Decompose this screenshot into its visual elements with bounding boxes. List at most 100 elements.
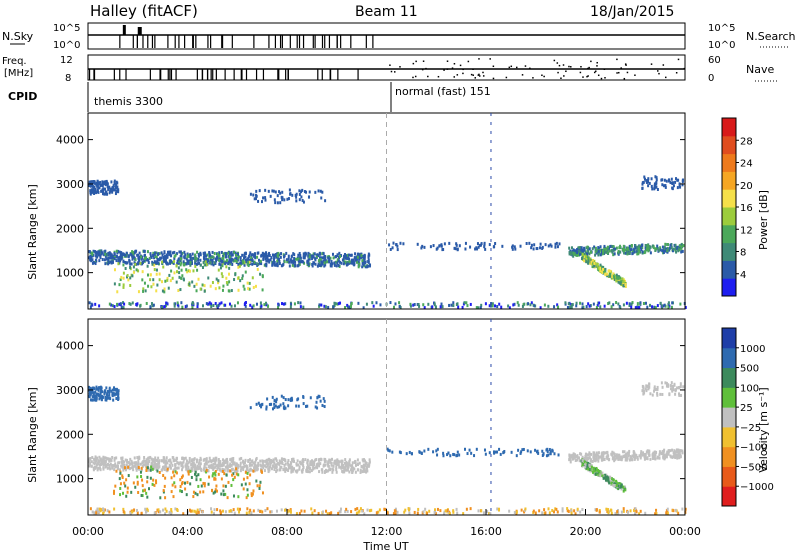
- echo-cell: [122, 466, 125, 470]
- echo-cell: [330, 463, 333, 467]
- echo-cell: [275, 470, 278, 474]
- echo-cell: [337, 302, 340, 306]
- echo-cell: [643, 457, 646, 461]
- echo-cell: [667, 384, 670, 388]
- echo-cell: [115, 456, 118, 460]
- echo-cell: [115, 249, 118, 253]
- echo-cell: [158, 461, 161, 465]
- echo-cell: [163, 290, 166, 294]
- echo-cell: [146, 250, 149, 254]
- echo-cell: [227, 251, 230, 255]
- echo-cell: [104, 459, 107, 463]
- echo-cell: [250, 463, 253, 467]
- echo-cell: [216, 508, 219, 512]
- echo-cell: [154, 251, 157, 255]
- echo-cell: [593, 472, 596, 476]
- echo-cell: [679, 185, 682, 189]
- echo-cell: [587, 461, 590, 465]
- echo-cell: [278, 405, 281, 409]
- echo-cell: [251, 469, 254, 473]
- echo-cell: [339, 254, 342, 258]
- echo-cell: [610, 477, 613, 481]
- echo-cell: [270, 510, 273, 514]
- echo-cell: [342, 470, 345, 474]
- echo-cell: [488, 304, 491, 308]
- echo-cell: [667, 452, 670, 456]
- echo-cell: [452, 509, 455, 513]
- echo-cell: [517, 448, 520, 452]
- echo-cell: [99, 180, 102, 184]
- echo-cell: [104, 465, 107, 469]
- echo-cell: [633, 457, 636, 461]
- echo-cell: [188, 282, 191, 286]
- echo-cell: [205, 466, 208, 470]
- echo-cell: [352, 258, 355, 262]
- echo-cell: [91, 251, 94, 255]
- echo-cell: [186, 259, 189, 263]
- echo-cell: [564, 301, 567, 305]
- echo-cell: [268, 260, 271, 264]
- colorbar-tick-label: 28: [740, 136, 753, 147]
- echo-cell: [228, 252, 231, 256]
- echo-cell: [98, 304, 101, 308]
- echo-cell: [276, 262, 279, 266]
- echo-cell: [633, 508, 636, 512]
- echo-cell: [106, 394, 109, 398]
- echo-cell: [572, 251, 575, 255]
- echo-cell: [663, 303, 666, 307]
- echo-cell: [645, 389, 648, 393]
- echo-cell: [164, 512, 167, 516]
- echo-cell: [170, 269, 173, 273]
- nave-dot: [389, 64, 391, 66]
- echo-cell: [672, 388, 675, 392]
- echo-cell: [95, 396, 98, 400]
- echo-cell: [108, 390, 111, 394]
- echo-cell: [98, 250, 101, 254]
- echo-cell: [93, 190, 96, 194]
- echo-cell: [624, 488, 627, 492]
- echo-cell: [251, 262, 254, 266]
- echo-cell: [612, 478, 615, 482]
- echo-cell: [530, 246, 533, 250]
- echo-cell: [113, 282, 116, 286]
- echo-cell: [169, 279, 172, 283]
- echo-cell: [591, 247, 594, 251]
- echo-cell: [220, 259, 223, 263]
- colorbar-swatch: [722, 189, 736, 208]
- echo-cell: [133, 261, 136, 265]
- echo-cell: [112, 464, 115, 468]
- echo-cell: [362, 466, 365, 470]
- echo-cell: [113, 507, 116, 511]
- echo-cell: [628, 304, 631, 308]
- echo-cell: [436, 447, 439, 451]
- echo-cell: [287, 459, 290, 463]
- echo-cell: [252, 285, 255, 289]
- echo-cell: [210, 459, 213, 463]
- echo-cell: [606, 450, 609, 454]
- echo-cell: [191, 280, 194, 284]
- echo-cell: [619, 276, 622, 280]
- echo-cell: [251, 276, 254, 280]
- echo-cell: [168, 273, 171, 277]
- echo-cell: [121, 465, 124, 469]
- echo-cell: [644, 301, 647, 305]
- echo-cell: [612, 451, 615, 455]
- echo-cell: [146, 264, 149, 268]
- echo-cell: [661, 392, 664, 396]
- echo-cell: [662, 250, 665, 254]
- echo-cell: [145, 256, 148, 260]
- echo-cell: [125, 261, 128, 265]
- echo-cell: [640, 243, 643, 247]
- echo-cell: [363, 469, 366, 473]
- echo-cell: [106, 466, 109, 470]
- echo-cell: [554, 507, 557, 511]
- echo-cell: [612, 245, 615, 249]
- echo-cell: [104, 398, 107, 402]
- echo-cell: [634, 246, 637, 250]
- echo-cell: [179, 263, 182, 267]
- echo-cell: [232, 478, 235, 482]
- echo-cell: [298, 251, 301, 255]
- echo-cell: [587, 248, 590, 252]
- echo-cell: [475, 306, 478, 310]
- echo-cell: [344, 256, 347, 260]
